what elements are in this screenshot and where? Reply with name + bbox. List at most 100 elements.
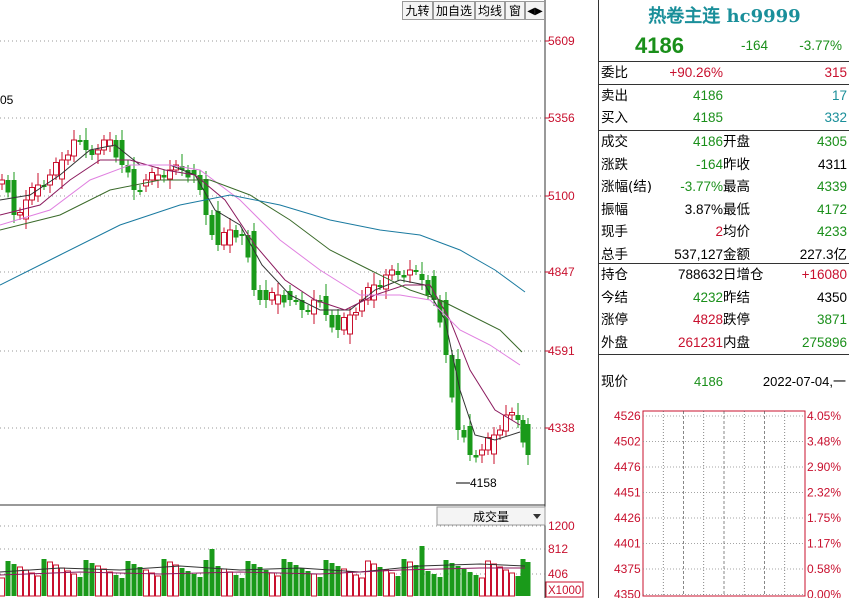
candle-body [149, 172, 155, 181]
now-price: 4186 [694, 374, 723, 389]
add-favorite-button[interactable]: 加自选 [433, 1, 475, 20]
stat-label: 外盘 [601, 334, 628, 351]
stat-value: 2 [715, 224, 723, 239]
candle-body [467, 426, 473, 455]
stat-label: 开盘 [723, 134, 750, 150]
volume-bar [113, 575, 119, 596]
candle-body [293, 300, 299, 302]
stats2-row: 外盘 261231 内盘 275896 [599, 332, 849, 354]
stat-value: 3871 [816, 312, 847, 327]
candle-body [179, 166, 185, 170]
candle-body [71, 139, 77, 157]
volume-bar [365, 560, 371, 597]
volume-bar [215, 566, 221, 596]
stat-value: 4186 [692, 134, 723, 149]
candle-body [245, 235, 251, 258]
candle-body [473, 455, 479, 458]
volume-bar [149, 572, 155, 597]
volume-bar [203, 560, 209, 596]
volume-bar [71, 573, 77, 597]
volume-bar [245, 561, 251, 596]
ma30-line [0, 179, 523, 353]
stat-label: 最高 [723, 179, 750, 195]
volume-bar [143, 569, 149, 597]
candle-body [413, 270, 419, 272]
mini-right-label: 3.48% [807, 435, 841, 449]
volume-bar [239, 578, 245, 596]
volume-bar [11, 564, 17, 596]
candle-body [233, 230, 239, 238]
volume-bar [485, 560, 491, 597]
stat-value: 261231 [677, 334, 723, 350]
candle-body [449, 355, 455, 398]
toggle-panel-icon[interactable]: ◀▶ [525, 1, 545, 20]
volume-bar [449, 563, 455, 596]
volume-bar [305, 571, 311, 596]
candle-body [407, 269, 413, 276]
change-pct: -3.77% [799, 38, 842, 53]
candle-body [155, 174, 161, 181]
stat-value: 4233 [816, 224, 847, 239]
mini-left-label: 4526 [614, 409, 641, 423]
candle-body [377, 285, 383, 287]
candle-body [485, 437, 491, 451]
volume-bar [191, 574, 197, 596]
volume-indicator-dropdown[interactable] [436, 506, 546, 526]
price-tick-label: 5609 [548, 34, 575, 48]
volume-ma-line [0, 567, 525, 576]
stat-value: -3.77% [680, 179, 723, 194]
volume-bar [257, 567, 263, 596]
price-tick-label: 4591 [548, 344, 575, 358]
volume-bar [461, 569, 467, 596]
volume-bar [377, 567, 383, 596]
candle-body [215, 211, 221, 245]
dropdown-arrow-icon [533, 514, 541, 519]
stat-label: 最低 [723, 201, 750, 218]
volume-bar [335, 566, 341, 596]
volume-bar [520, 559, 526, 596]
stat-label: 今结 [601, 289, 628, 306]
stat-value: 4232 [692, 289, 723, 305]
candle-body [491, 434, 497, 455]
stat-value: 4172 [816, 201, 847, 217]
volume-bar [359, 577, 365, 597]
candle-body [263, 290, 269, 300]
volume-bar [323, 560, 329, 596]
kline-chart[interactable]: 5609 5356 5100 4847 4591 4338 05 4158 1200 812 406… [0, 0, 598, 598]
candle-body [191, 170, 197, 175]
ma-button[interactable]: 均线 [475, 1, 505, 20]
volume-bar [413, 565, 419, 596]
candle-body [59, 159, 65, 180]
volume-bar [131, 564, 137, 596]
volume-bar [137, 567, 143, 596]
volume-bar [251, 564, 257, 596]
candle-body [257, 290, 263, 300]
candle-body [137, 190, 143, 192]
sell-price: 4186 [692, 88, 723, 103]
candle-body [131, 169, 137, 190]
stat-value: 4305 [816, 134, 847, 149]
volume-bar [173, 564, 179, 597]
stat-label: 涨跌 [601, 156, 628, 173]
candle-body [227, 229, 233, 246]
weibi-label: 委比 [601, 65, 628, 81]
stat-value: 537,127 [674, 246, 723, 262]
candle-body [461, 430, 467, 438]
stats-row: 涨跌 -164 昨收 4311 [599, 154, 849, 176]
volume-bar [5, 561, 11, 596]
weibi-row: 委比 +90.26% 315 [599, 62, 849, 84]
stat-value: 4350 [816, 289, 847, 305]
window-button[interactable]: 窗 [505, 1, 525, 20]
price-row: 4186 -164 -3.77% [599, 33, 849, 59]
jiuzhuan-button[interactable]: 九转 [402, 1, 433, 20]
stat-value: 788632 [677, 267, 723, 282]
candle-body [395, 271, 401, 275]
volume-bar [17, 566, 23, 597]
mini-left-label: 4502 [614, 435, 641, 449]
volume-bar [473, 575, 479, 596]
volume-bar [525, 562, 531, 596]
low-marker-label: 4158 [470, 476, 497, 490]
candle-body [113, 140, 119, 158]
volume-bar [281, 559, 287, 596]
volume-bar [53, 564, 59, 597]
